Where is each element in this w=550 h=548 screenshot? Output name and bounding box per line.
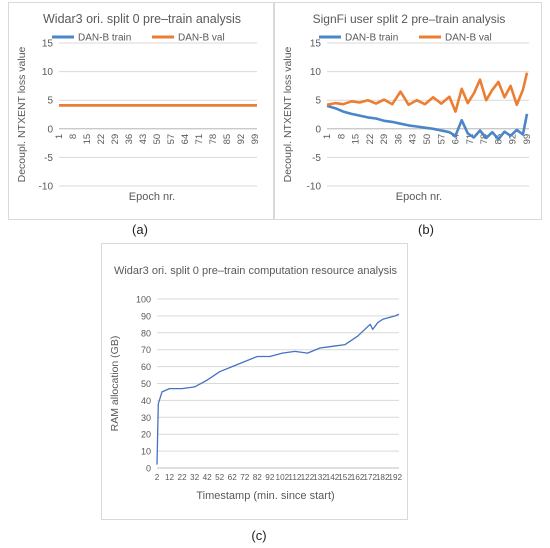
y-tick-label: -10 — [39, 182, 54, 193]
legend-label: DAN-B train — [78, 33, 131, 44]
x-axis-label: Epoch nr. — [129, 191, 175, 203]
y-tick-label: 0 — [146, 464, 151, 474]
x-tick-label: 82 — [253, 473, 263, 482]
x-tick-label: 142 — [326, 473, 340, 482]
y-tick-label: 70 — [141, 345, 151, 355]
x-tick-label: 1 — [322, 134, 333, 139]
x-tick-label: 22 — [178, 473, 188, 482]
x-tick-label: 8 — [336, 134, 347, 139]
y-tick-label: 40 — [141, 396, 151, 406]
x-axis-label: Timestamp (min. since start) — [196, 490, 334, 502]
x-tick-label: 36 — [393, 134, 404, 145]
series-line-1 — [156, 313, 400, 465]
x-tick-label: 152 — [338, 473, 352, 482]
y-tick-label: 10 — [141, 447, 151, 457]
x-tick-label: 64 — [451, 134, 462, 145]
x-tick-label: 71 — [465, 134, 476, 145]
y-tick-label: 90 — [141, 311, 151, 321]
x-tick-label: 1 — [54, 134, 65, 139]
series-line-1 — [326, 104, 529, 141]
chart-title: Widar3 ori. split 0 pre–train computatio… — [114, 265, 398, 277]
x-tick-label: 32 — [190, 473, 200, 482]
chart-b: SignFi user split 2 pre–train analysis -1… — [282, 12, 533, 203]
x-tick-label: 42 — [203, 473, 213, 482]
y-tick-label: 5 — [315, 96, 321, 107]
y-tick-label: -10 — [307, 182, 322, 193]
chart-panel-c: Widar3 ori. split 0 pre–train computatio… — [101, 243, 408, 520]
series-line-2 — [326, 72, 529, 113]
y-tick-label: 20 — [141, 430, 151, 440]
x-tick-label: 112 — [288, 473, 301, 482]
legend-label: DAN-B train — [345, 33, 398, 44]
caption-b: (b) — [418, 222, 434, 237]
y-tick-label: 30 — [141, 413, 151, 423]
x-tick-label: 12 — [165, 473, 175, 482]
x-tick-label: 43 — [408, 134, 419, 145]
y-tick-label: 15 — [310, 39, 322, 50]
x-tick-label: 15 — [351, 134, 362, 145]
caption-a: (a) — [132, 222, 148, 237]
chart-c: Widar3 ori. split 0 pre–train computatio… — [109, 265, 403, 502]
chart-title: SignFi user split 2 pre–train analysis — [313, 12, 506, 26]
x-tick-label: 192 — [388, 473, 402, 482]
x-tick-label: 29 — [379, 134, 390, 145]
x-tick-label: 99 — [522, 134, 533, 145]
x-tick-label: 92 — [265, 473, 275, 482]
y-tick-label: 50 — [141, 379, 151, 389]
chart-panel-b: SignFi user split 2 pre–train analysis -1… — [274, 2, 542, 220]
y-tick-label: 80 — [141, 328, 151, 338]
y-tick-label: 60 — [141, 362, 151, 372]
x-tick-label: 78 — [208, 134, 219, 145]
x-tick-label: 102 — [276, 473, 290, 482]
y-tick-label: 0 — [315, 124, 321, 135]
y-axis-label: Decoupl. NTXENT loss value — [282, 46, 294, 182]
x-tick-label: 57 — [166, 134, 177, 145]
y-tick-label: 100 — [136, 295, 151, 305]
chart-a: Widar3 ori. split 0 pre–train analysis -1… — [16, 12, 261, 203]
x-tick-label: 78 — [479, 134, 490, 145]
caption-c: (c) — [251, 528, 267, 543]
x-tick-label: 15 — [82, 134, 93, 145]
x-tick-label: 72 — [240, 473, 250, 482]
x-tick-label: 64 — [180, 134, 191, 145]
x-tick-label: 57 — [436, 134, 447, 145]
chart-title: Widar3 ori. split 0 pre–train analysis — [43, 12, 241, 26]
x-tick-label: 2 — [155, 473, 160, 482]
x-tick-label: 172 — [363, 473, 377, 482]
x-tick-label: 22 — [96, 134, 107, 145]
y-tick-label: -5 — [312, 153, 321, 164]
y-tick-label: 10 — [42, 67, 54, 78]
y-tick-label: 5 — [47, 96, 53, 107]
x-tick-label: 50 — [422, 134, 433, 145]
x-axis-label: Epoch nr. — [396, 191, 442, 203]
legend-label: DAN-B val — [445, 33, 492, 44]
x-tick-label: 50 — [152, 134, 163, 145]
x-tick-label: 29 — [110, 134, 121, 145]
x-tick-label: 62 — [228, 473, 238, 482]
x-tick-label: 22 — [365, 134, 376, 145]
x-tick-label: 52 — [215, 473, 225, 482]
x-tick-label: 43 — [138, 134, 149, 145]
x-tick-label: 182 — [376, 473, 390, 482]
y-tick-label: -5 — [44, 153, 53, 164]
x-tick-label: 122 — [301, 473, 315, 482]
x-tick-label: 162 — [351, 473, 365, 482]
x-tick-label: 71 — [194, 134, 205, 145]
y-tick-label: 0 — [47, 124, 53, 135]
x-tick-label: 92 — [508, 134, 519, 145]
x-tick-label: 8 — [68, 134, 79, 139]
x-tick-label: 132 — [313, 473, 327, 482]
legend-label: DAN-B val — [178, 33, 225, 44]
y-axis-label: Decoupl. NTXENT loss value — [16, 46, 28, 182]
chart-panel-a: Widar3 ori. split 0 pre–train analysis -1… — [8, 2, 274, 220]
y-tick-label: 15 — [42, 39, 54, 50]
y-tick-label: 10 — [310, 67, 322, 78]
x-tick-label: 99 — [250, 134, 261, 145]
x-tick-label: 85 — [222, 134, 233, 145]
x-tick-label: 36 — [124, 134, 135, 145]
x-tick-label: 92 — [236, 134, 247, 145]
y-axis-label: RAM allocation (GB) — [109, 336, 121, 432]
